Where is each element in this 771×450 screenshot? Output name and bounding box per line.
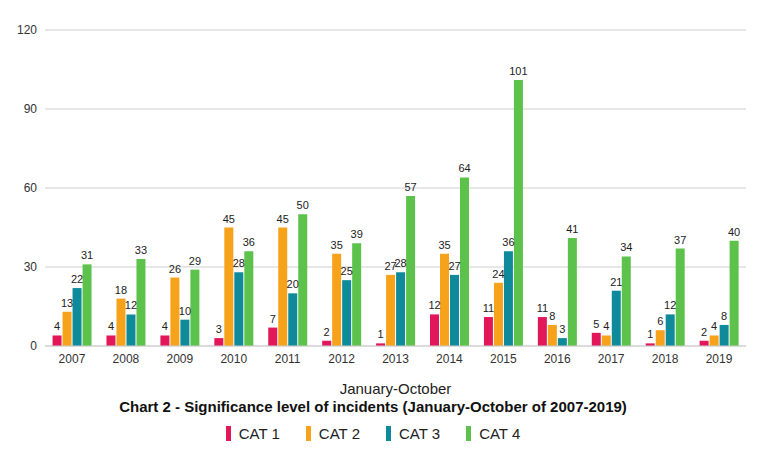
svg-text:2019: 2019 bbox=[706, 352, 733, 366]
svg-text:20: 20 bbox=[287, 278, 299, 290]
svg-text:30: 30 bbox=[24, 260, 38, 274]
svg-text:2009: 2009 bbox=[166, 352, 193, 366]
svg-text:2011: 2011 bbox=[275, 352, 301, 366]
svg-text:4: 4 bbox=[711, 320, 717, 332]
svg-text:33: 33 bbox=[135, 244, 147, 256]
svg-text:60: 60 bbox=[24, 181, 38, 195]
svg-text:4: 4 bbox=[603, 320, 609, 332]
svg-text:3: 3 bbox=[559, 323, 565, 335]
svg-text:39: 39 bbox=[351, 228, 363, 240]
svg-text:25: 25 bbox=[341, 265, 353, 277]
svg-text:35: 35 bbox=[438, 239, 450, 251]
svg-text:2016: 2016 bbox=[544, 352, 571, 366]
svg-text:0: 0 bbox=[30, 339, 37, 353]
svg-text:6: 6 bbox=[657, 315, 663, 327]
svg-text:37: 37 bbox=[674, 234, 686, 246]
svg-text:8: 8 bbox=[721, 310, 727, 322]
svg-text:35: 35 bbox=[331, 239, 343, 251]
svg-text:2015: 2015 bbox=[490, 352, 517, 366]
svg-text:2010: 2010 bbox=[220, 352, 247, 366]
html-text:CAT 3: CAT 3 bbox=[399, 425, 441, 442]
html-text:CAT 1: CAT 1 bbox=[238, 425, 280, 442]
svg-text:January-October: January-October bbox=[340, 380, 452, 397]
svg-text:45: 45 bbox=[277, 213, 289, 225]
svg-text:13: 13 bbox=[61, 297, 73, 309]
svg-text:1: 1 bbox=[378, 328, 384, 340]
svg-text:5: 5 bbox=[593, 318, 599, 330]
svg-text:2014: 2014 bbox=[436, 352, 463, 366]
svg-text:3: 3 bbox=[216, 323, 222, 335]
svg-text:2012: 2012 bbox=[328, 352, 355, 366]
html-text:CAT 4: CAT 4 bbox=[479, 425, 521, 442]
svg-text:11: 11 bbox=[483, 302, 494, 314]
svg-text:2008: 2008 bbox=[113, 352, 140, 366]
svg-text:41: 41 bbox=[566, 223, 578, 235]
svg-text:21: 21 bbox=[610, 276, 622, 288]
svg-text:28: 28 bbox=[233, 257, 245, 269]
svg-text:36: 36 bbox=[243, 236, 255, 248]
svg-text:10: 10 bbox=[179, 305, 191, 317]
svg-text:40: 40 bbox=[728, 226, 740, 238]
svg-text:12: 12 bbox=[428, 299, 440, 311]
svg-text:2013: 2013 bbox=[382, 352, 409, 366]
svg-text:2018: 2018 bbox=[652, 352, 679, 366]
svg-text:2017: 2017 bbox=[598, 352, 625, 366]
svg-text:26: 26 bbox=[169, 263, 181, 275]
svg-text:22: 22 bbox=[71, 273, 83, 285]
svg-text:28: 28 bbox=[394, 257, 406, 269]
svg-text:50: 50 bbox=[297, 199, 309, 211]
svg-text:64: 64 bbox=[458, 162, 470, 174]
svg-text:45: 45 bbox=[223, 213, 235, 225]
html-text:Chart 2 - Significance level o: Chart 2 - Significance level of incident… bbox=[119, 398, 627, 415]
svg-text:24: 24 bbox=[492, 268, 504, 280]
svg-text:12: 12 bbox=[125, 299, 137, 311]
svg-text:2: 2 bbox=[701, 326, 707, 338]
svg-text:27: 27 bbox=[448, 260, 460, 272]
html-text:CAT 2: CAT 2 bbox=[318, 425, 360, 442]
svg-text:4: 4 bbox=[54, 320, 60, 332]
svg-text:7: 7 bbox=[270, 313, 276, 325]
svg-text:2007: 2007 bbox=[59, 352, 86, 366]
svg-text:2: 2 bbox=[324, 326, 330, 338]
svg-text:1: 1 bbox=[647, 328, 653, 340]
svg-text:12: 12 bbox=[664, 299, 676, 311]
svg-text:101: 101 bbox=[509, 65, 527, 77]
svg-text:29: 29 bbox=[189, 255, 201, 267]
svg-text:36: 36 bbox=[502, 236, 514, 248]
svg-text:57: 57 bbox=[404, 181, 416, 193]
svg-text:11: 11 bbox=[537, 302, 548, 314]
svg-text:34: 34 bbox=[620, 241, 632, 253]
svg-text:4: 4 bbox=[162, 320, 168, 332]
svg-text:18: 18 bbox=[115, 284, 127, 296]
svg-text:4: 4 bbox=[108, 320, 114, 332]
svg-text:8: 8 bbox=[549, 310, 555, 322]
svg-text:31: 31 bbox=[81, 249, 93, 261]
svg-text:27: 27 bbox=[384, 259, 397, 272]
svg-text:90: 90 bbox=[24, 102, 38, 116]
svg-text:120: 120 bbox=[17, 23, 37, 37]
